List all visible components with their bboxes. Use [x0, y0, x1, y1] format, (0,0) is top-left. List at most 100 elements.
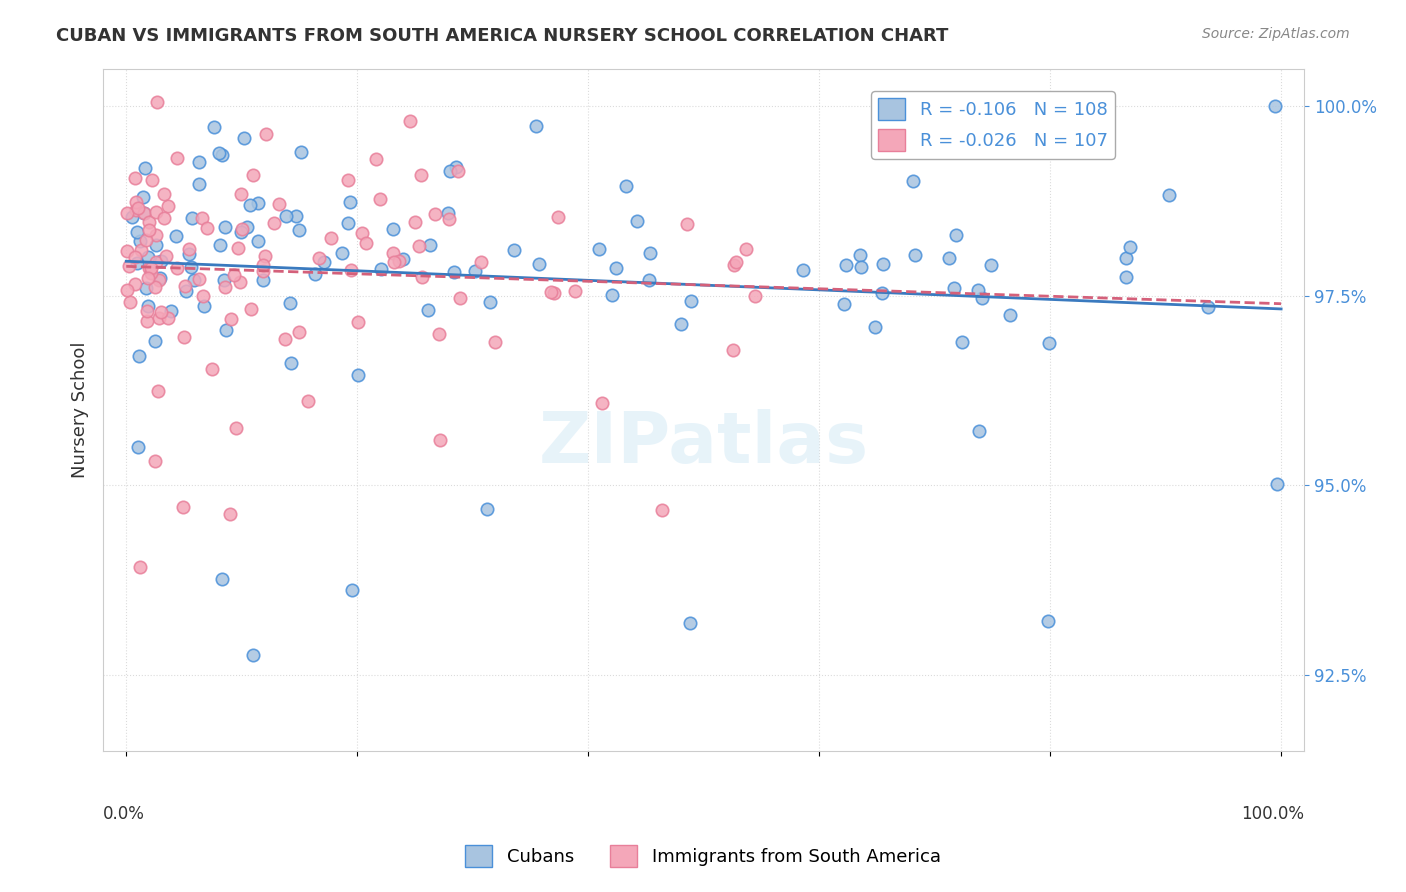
Cubans	[437, 206, 460, 220]
Immigrants from South America	[543, 285, 565, 300]
Cubans	[527, 257, 550, 271]
Immigrants from South America	[354, 236, 377, 251]
Immigrants from South America	[152, 211, 174, 226]
Cubans	[851, 260, 873, 275]
Immigrants from South America	[225, 420, 247, 434]
Legend: R = -0.106   N = 108, R = -0.026   N = 107: R = -0.106 N = 108, R = -0.026 N = 107	[872, 91, 1115, 159]
Cubans	[1197, 300, 1219, 314]
Cubans	[602, 288, 624, 302]
Immigrants from South America	[408, 239, 430, 253]
Immigrants from South America	[423, 207, 446, 221]
Text: CUBAN VS IMMIGRANTS FROM SOUTH AMERICA NURSERY SCHOOL CORRELATION CHART: CUBAN VS IMMIGRANTS FROM SOUTH AMERICA N…	[56, 27, 949, 45]
Immigrants from South America	[297, 393, 319, 408]
Immigrants from South America	[447, 164, 470, 178]
Cubans	[872, 257, 894, 271]
Immigrants from South America	[263, 216, 285, 230]
Cubans	[998, 308, 1021, 322]
Immigrants from South America	[591, 395, 613, 409]
Immigrants from South America	[115, 205, 138, 219]
Cubans	[288, 223, 311, 237]
Cubans	[1038, 335, 1060, 350]
Cubans	[347, 368, 370, 382]
Immigrants from South America	[382, 254, 405, 268]
Cubans	[479, 295, 502, 310]
Text: 0.0%: 0.0%	[103, 805, 145, 823]
Cubans	[187, 155, 209, 169]
Immigrants from South America	[347, 315, 370, 329]
Immigrants from South America	[146, 384, 169, 398]
Immigrants from South America	[735, 242, 758, 256]
Cubans	[211, 572, 233, 586]
Cubans	[337, 216, 360, 230]
Cubans	[181, 211, 204, 225]
Cubans	[967, 425, 990, 439]
Immigrants from South America	[135, 314, 157, 328]
Cubans	[236, 220, 259, 235]
Immigrants from South America	[427, 327, 450, 342]
Immigrants from South America	[138, 223, 160, 237]
Y-axis label: Nursery School: Nursery School	[72, 342, 89, 478]
Cubans	[439, 164, 461, 178]
Cubans	[136, 250, 159, 264]
Cubans	[382, 222, 405, 236]
Cubans	[202, 120, 225, 135]
Immigrants from South America	[231, 221, 253, 235]
Cubans	[980, 258, 1002, 272]
Immigrants from South America	[222, 268, 245, 282]
Immigrants from South America	[388, 253, 411, 268]
Immigrants from South America	[229, 276, 252, 290]
Immigrants from South America	[214, 280, 236, 294]
Immigrants from South America	[399, 114, 422, 128]
Cubans	[503, 243, 526, 257]
Cubans	[524, 119, 547, 133]
Immigrants from South America	[242, 168, 264, 182]
Cubans	[176, 284, 198, 298]
Immigrants from South America	[725, 255, 748, 269]
Cubans	[626, 214, 648, 228]
Cubans	[304, 267, 326, 281]
Immigrants from South America	[125, 195, 148, 210]
Cubans	[339, 195, 361, 210]
Immigrants from South America	[547, 210, 569, 224]
Immigrants from South America	[308, 252, 330, 266]
Cubans	[342, 582, 364, 597]
Immigrants from South America	[409, 169, 432, 183]
Immigrants from South America	[124, 277, 146, 292]
Immigrants from South America	[364, 153, 387, 167]
Immigrants from South America	[200, 362, 222, 376]
Cubans	[121, 211, 143, 225]
Immigrants from South America	[118, 294, 141, 309]
Cubans	[177, 247, 200, 261]
Text: Source: ZipAtlas.com: Source: ZipAtlas.com	[1202, 27, 1350, 41]
Immigrants from South America	[129, 243, 152, 257]
Cubans	[443, 265, 465, 279]
Cubans	[418, 237, 440, 252]
Cubans	[392, 252, 415, 266]
Cubans	[208, 145, 231, 160]
Immigrants from South America	[744, 289, 766, 303]
Cubans	[214, 220, 236, 235]
Immigrants from South America	[135, 233, 157, 247]
Immigrants from South America	[350, 226, 373, 240]
Cubans	[180, 260, 202, 274]
Cubans	[588, 242, 610, 256]
Text: ZIPatlas: ZIPatlas	[538, 409, 869, 478]
Cubans	[208, 238, 231, 252]
Immigrants from South America	[274, 332, 297, 346]
Cubans	[938, 252, 960, 266]
Immigrants from South America	[166, 151, 188, 165]
Cubans	[1115, 270, 1137, 285]
Cubans	[138, 298, 160, 312]
Immigrants from South America	[141, 172, 163, 186]
Cubans	[135, 281, 157, 295]
Immigrants from South America	[429, 433, 451, 447]
Immigrants from South America	[139, 266, 162, 280]
Cubans	[475, 501, 498, 516]
Cubans	[870, 286, 893, 301]
Cubans	[863, 319, 886, 334]
Immigrants from South America	[254, 128, 277, 142]
Cubans	[942, 281, 965, 295]
Immigrants from South America	[143, 280, 166, 294]
Cubans	[640, 245, 662, 260]
Cubans	[149, 270, 172, 285]
